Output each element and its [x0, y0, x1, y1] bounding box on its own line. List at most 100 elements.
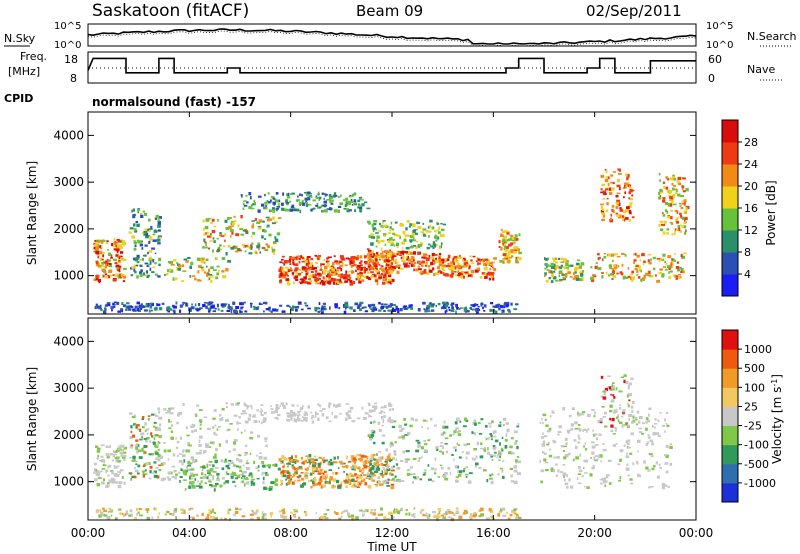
echo-cell	[557, 430, 562, 433]
echo-cell	[504, 248, 508, 252]
echo-cell	[632, 415, 635, 419]
echo-cell	[594, 411, 596, 415]
echo-cell	[626, 174, 630, 178]
echo-cell	[402, 305, 406, 309]
echo-cell	[368, 263, 371, 266]
echo-cell	[248, 413, 252, 417]
echo-cell	[614, 428, 617, 432]
echo-cell	[198, 419, 203, 422]
colorbar-tick-label: 500	[744, 362, 765, 375]
colorbar-swatch	[722, 482, 738, 503]
echo-cell	[351, 478, 355, 482]
echo-cell	[202, 245, 205, 249]
echo-cell	[292, 413, 296, 417]
echo-cell	[298, 281, 302, 283]
echo-cell	[102, 240, 106, 242]
x-tick-label: 20:00	[577, 526, 612, 540]
echo-cell	[151, 247, 155, 250]
colorbar-tick-label: 24	[744, 158, 758, 171]
echo-cell	[658, 463, 661, 466]
echo-cell	[445, 450, 448, 454]
echo-cell	[376, 261, 380, 266]
echo-cell	[372, 441, 376, 445]
echo-cell	[575, 445, 578, 450]
echo-cell	[602, 448, 607, 452]
echo-cell	[619, 186, 621, 191]
echo-cell	[335, 271, 338, 275]
echo-cell	[317, 465, 321, 468]
echo-cell	[221, 306, 225, 308]
echo-cell	[610, 253, 614, 257]
echo-cell	[200, 266, 204, 269]
echo-cell	[107, 260, 110, 263]
echo-cell	[496, 306, 499, 308]
echo-cell	[339, 278, 342, 282]
echo-cell	[153, 507, 156, 510]
echo-cell	[387, 481, 390, 485]
echo-cell	[304, 191, 307, 194]
echo-cell	[115, 244, 118, 247]
y-tick-label: 1000	[53, 475, 84, 489]
echo-cell	[350, 265, 353, 269]
echo-cell	[314, 309, 318, 312]
echo-cell	[386, 255, 389, 259]
echo-cell	[388, 416, 391, 419]
echo-cell	[126, 302, 130, 305]
echo-cell	[140, 432, 144, 436]
echo-cell	[619, 458, 623, 462]
echo-cell	[130, 305, 134, 308]
echo-cell	[234, 477, 239, 480]
echo-cell	[590, 276, 594, 280]
echo-cell	[286, 193, 289, 196]
echo-cell	[434, 468, 437, 471]
echo-cell	[239, 302, 243, 306]
echo-cell	[110, 477, 115, 481]
echo-cell	[134, 270, 137, 274]
echo-cell	[341, 510, 346, 513]
echo-cell	[675, 277, 678, 280]
echo-cell	[671, 194, 676, 198]
echo-cell	[355, 269, 357, 272]
echo-cell	[337, 209, 340, 213]
echo-cell	[178, 264, 182, 268]
echo-cell	[97, 447, 101, 450]
echo-cell	[230, 235, 232, 238]
echo-cell	[497, 513, 501, 517]
echo-cell	[328, 480, 331, 484]
echo-cell	[453, 255, 458, 259]
echo-cell	[146, 270, 148, 274]
y-tick-label: 4000	[53, 128, 84, 142]
echo-cell	[353, 192, 356, 196]
echo-cell	[295, 277, 299, 280]
echo-cell	[619, 214, 622, 217]
echo-cell	[276, 417, 279, 420]
y-tick-label: 2000	[53, 222, 84, 236]
echo-cell	[492, 445, 496, 448]
echo-cell	[385, 269, 388, 273]
echo-cell	[340, 515, 343, 518]
echo-cell	[620, 415, 624, 418]
echo-cell	[509, 445, 513, 449]
echo-cell	[235, 507, 239, 511]
echo-cell	[370, 271, 374, 274]
echo-cell	[129, 435, 133, 440]
echo-cell	[562, 472, 567, 476]
echo-cell	[412, 223, 416, 227]
echo-cell	[468, 267, 471, 270]
echo-cell	[381, 470, 384, 474]
echo-cell	[364, 455, 367, 458]
echo-cell	[444, 477, 449, 481]
echo-cell	[367, 434, 371, 438]
echo-cell	[639, 431, 643, 433]
echo-cell	[381, 473, 385, 477]
echo-cell	[116, 242, 119, 244]
echo-cell	[157, 454, 161, 458]
echo-cell	[186, 469, 188, 473]
echo-cell	[446, 309, 448, 313]
echo-cell	[236, 421, 239, 425]
echo-cell	[227, 428, 231, 431]
echo-cell	[621, 219, 624, 221]
echo-cell	[123, 481, 126, 485]
echo-cell	[133, 228, 137, 232]
echo-cell	[442, 258, 445, 262]
